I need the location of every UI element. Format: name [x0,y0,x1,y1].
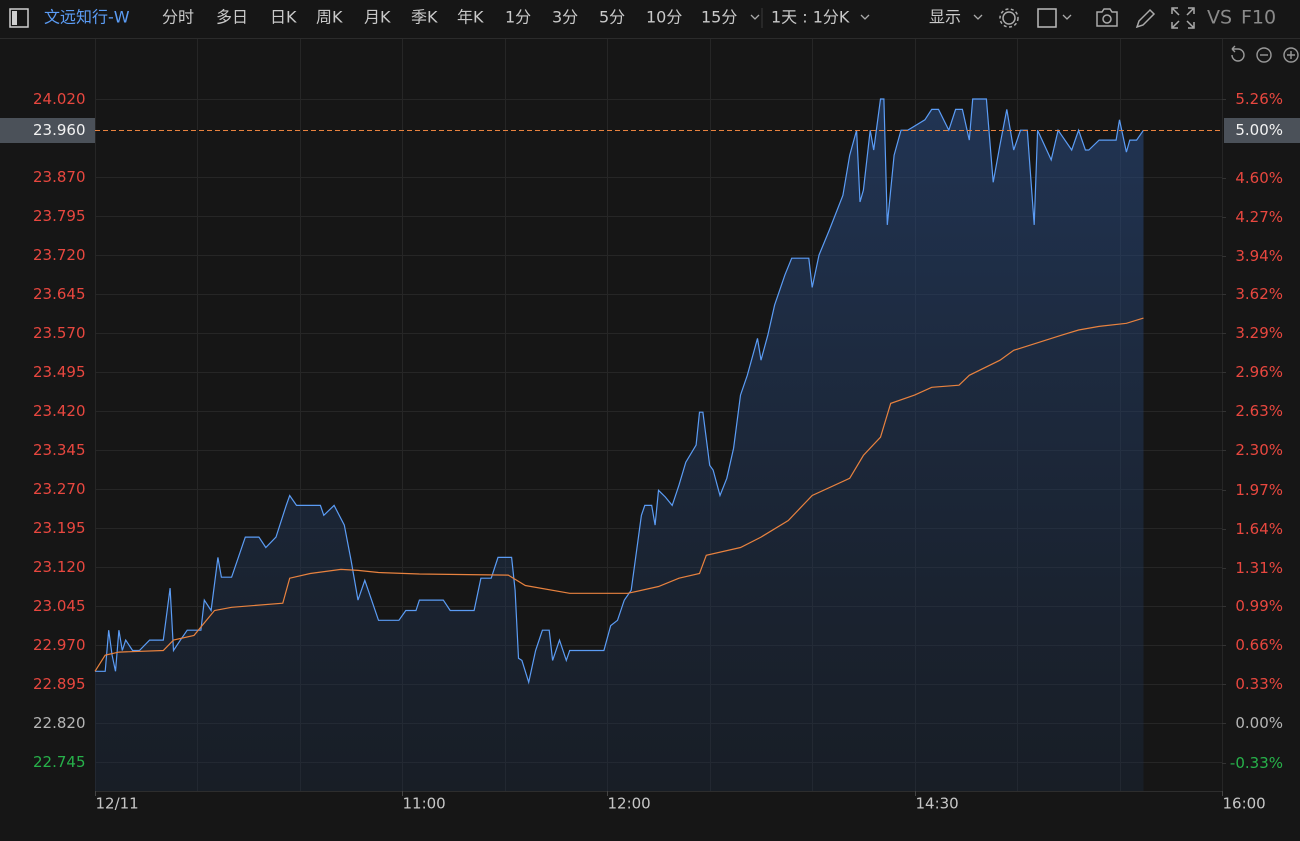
y-tick-label: 23.870 [33,168,86,186]
chevron [1062,14,1072,20]
display-menu[interactable]: 显示 [929,8,961,27]
y2-tick-label: 3.62% [1235,285,1283,303]
y-tick-label: 23.345 [33,441,86,459]
y2-tick-label: 5.26% [1235,90,1283,108]
y2-tick-label: 1.31% [1235,559,1283,577]
y-tick-label: 23.495 [33,363,86,381]
last-price-box [0,118,95,143]
zoom-in-icon[interactable] [1283,47,1299,63]
x-tick-label: 12/11 [96,795,139,813]
period-tab[interactable]: 15分 [701,8,737,27]
y2-tick-label: 2.30% [1235,441,1283,459]
screenshot-lens [1102,14,1112,24]
period-tab[interactable]: 日K [270,8,297,27]
reset-icon[interactable] [1231,45,1245,62]
y2-tick-label: 0.66% [1235,636,1283,654]
price-area [95,99,1144,791]
y2-tick-label: 4.27% [1235,208,1283,226]
period-tab[interactable]: 月K [364,8,391,27]
y2-tick-label: 0.33% [1235,675,1283,693]
period-tab[interactable]: 10分 [646,8,682,27]
y2-tick-label: 2.63% [1235,402,1283,420]
y-tick-label: 22.895 [33,675,86,693]
range-selector[interactable]: 1天 : 1分K [771,8,850,27]
price-line [95,98,1144,685]
y-tick-label: 23.420 [33,402,86,420]
last-pct-box [1224,118,1300,143]
sidebar-toggle-icon [12,11,17,25]
y-tick-label: 23.120 [33,558,86,576]
fullscreen-icon[interactable] [1171,7,1195,29]
chevron [973,14,983,20]
period-tab[interactable]: 3分 [552,8,578,27]
settings-icon-gear [999,8,1019,28]
chevron [860,14,870,20]
y2-tick-label: 3.29% [1235,324,1283,342]
period-tabs: 分时 多日 日K 周K 月K 季K 年K 1分 3分 5分 10分 15分 [162,8,737,27]
draw-icon[interactable] [1135,8,1156,29]
period-tab[interactable]: 5分 [599,8,625,27]
y2-tick-label: 0.00% [1235,714,1283,732]
f10-button[interactable]: F10 [1241,7,1276,29]
period-tab[interactable]: 周K [316,8,343,27]
x-tick-label: 11:00 [403,795,446,813]
y-tick-label: 23.720 [33,246,86,264]
last-price-label: 23.960 [33,121,86,139]
symbol[interactable]: 文远知行-W [44,8,130,27]
y-tick-label: 23.195 [33,519,86,537]
average-line [94,317,1144,672]
y-tick-label: 23.045 [33,597,86,615]
last-pct-label: 5.00% [1235,121,1283,139]
y-tick-label: 23.570 [33,324,86,342]
period-tab[interactable]: 1分 [505,8,531,27]
layout-icon[interactable] [1037,8,1057,28]
screenshot-icon[interactable] [1096,8,1118,27]
y-tick-label: 23.795 [33,207,86,225]
plot: 12/11 11:00 12:00 14:30 16:00 24.020 23.870 23.… [0,39,1300,813]
y2-tick-label: 4.60% [1235,169,1283,187]
period-tab[interactable]: 分时 [162,8,194,27]
period-tab[interactable]: 多日 [216,8,248,27]
x-tick-label: 16:00 [1223,795,1266,813]
compare-button[interactable]: VS [1207,7,1232,29]
settings-icon[interactable] [1002,11,1016,25]
y-tick-label: 22.820 [33,714,86,732]
y2-tick-label: 0.99% [1235,597,1283,615]
y2-tick-label: 3.94% [1235,247,1283,265]
period-tab[interactable]: 季K [411,8,438,27]
zoom-out-icon[interactable] [1256,47,1272,63]
sidebar-toggle[interactable] [9,8,29,28]
x-tick-label: 12:00 [608,795,651,813]
y-tick-label: 22.970 [33,636,86,654]
x-tick-label: 14:30 [916,795,959,813]
y2-tick-label: 1.97% [1235,481,1283,499]
period-tab[interactable]: 年K [457,8,484,27]
y-tick-label: 23.645 [33,285,86,303]
y-tick-label: 24.020 [33,90,86,108]
y-tick-label: 22.745 [33,753,86,771]
y2-tick-label: 2.96% [1235,363,1283,381]
chevron [750,14,760,20]
zoom-in-plus [1287,51,1295,59]
y2-tick-label: -0.33% [1230,754,1283,772]
y2-tick-label: 1.64% [1235,520,1283,538]
y-tick-label: 23.270 [33,480,86,498]
